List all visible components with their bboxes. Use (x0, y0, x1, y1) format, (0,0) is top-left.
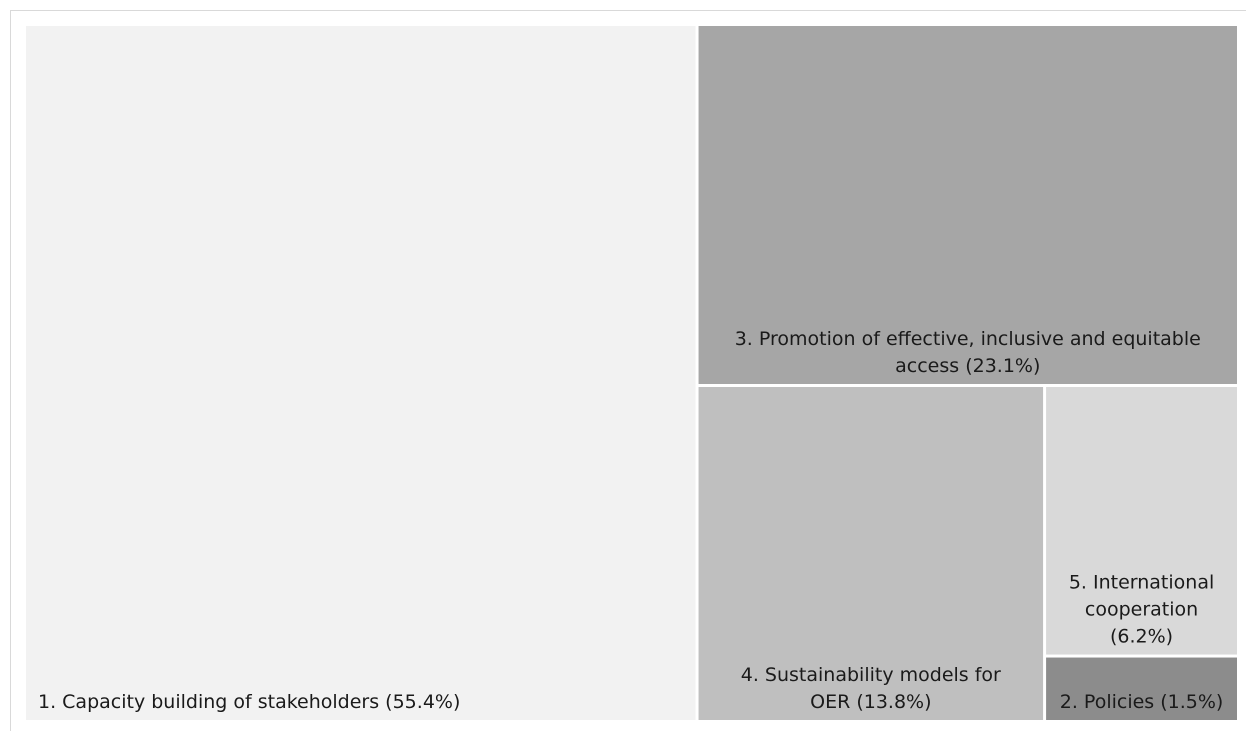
treemap-tile-3: 4. Sustainability models for OER (13.8%) (698, 387, 1044, 720)
treemap-tile-1: 1. Capacity building of stakeholders (55… (26, 26, 696, 720)
treemap-rect-2 (698, 26, 1237, 385)
treemap-label-line: 2. Policies (1.5%) (1060, 691, 1224, 713)
treemap-label-line: cooperation (1085, 599, 1198, 621)
treemap-label-line: 4. Sustainability models for (741, 664, 1001, 686)
treemap-label-line: OER (13.8%) (810, 691, 931, 713)
treemap-label-3: 4. Sustainability models for OER (13.8%) (741, 664, 1001, 713)
treemap-rect-3 (698, 387, 1044, 720)
treemap-tile-2: 3. Promotion of effective, inclusive and… (698, 26, 1237, 385)
treemap-label-1: 1. Capacity building of stakeholders (55… (38, 691, 460, 713)
treemap-label-line: (6.2%) (1110, 626, 1173, 648)
chart-frame (10, 10, 1246, 731)
treemap-tile-4: 5. International cooperation (6.2%) (1046, 387, 1237, 655)
treemap-rect-1 (26, 26, 696, 720)
treemap-label-5: 2. Policies (1.5%) (1060, 691, 1224, 713)
treemap-label-line: 3. Promotion of effective, inclusive and… (735, 328, 1201, 350)
treemap-label-2: 3. Promotion of effective, inclusive and… (735, 328, 1201, 377)
treemap-label-line: 5. International (1069, 572, 1214, 594)
treemap-rect-4 (1046, 387, 1237, 655)
treemap-label-4: 5. International cooperation (6.2%) (1069, 572, 1214, 648)
treemap-label-line: 1. Capacity building of stakeholders (55… (38, 691, 460, 713)
treemap-rect-5 (1046, 657, 1237, 720)
treemap-tile-5: 2. Policies (1.5%) (1046, 657, 1237, 720)
treemap-label-line: access (23.1%) (895, 355, 1040, 377)
